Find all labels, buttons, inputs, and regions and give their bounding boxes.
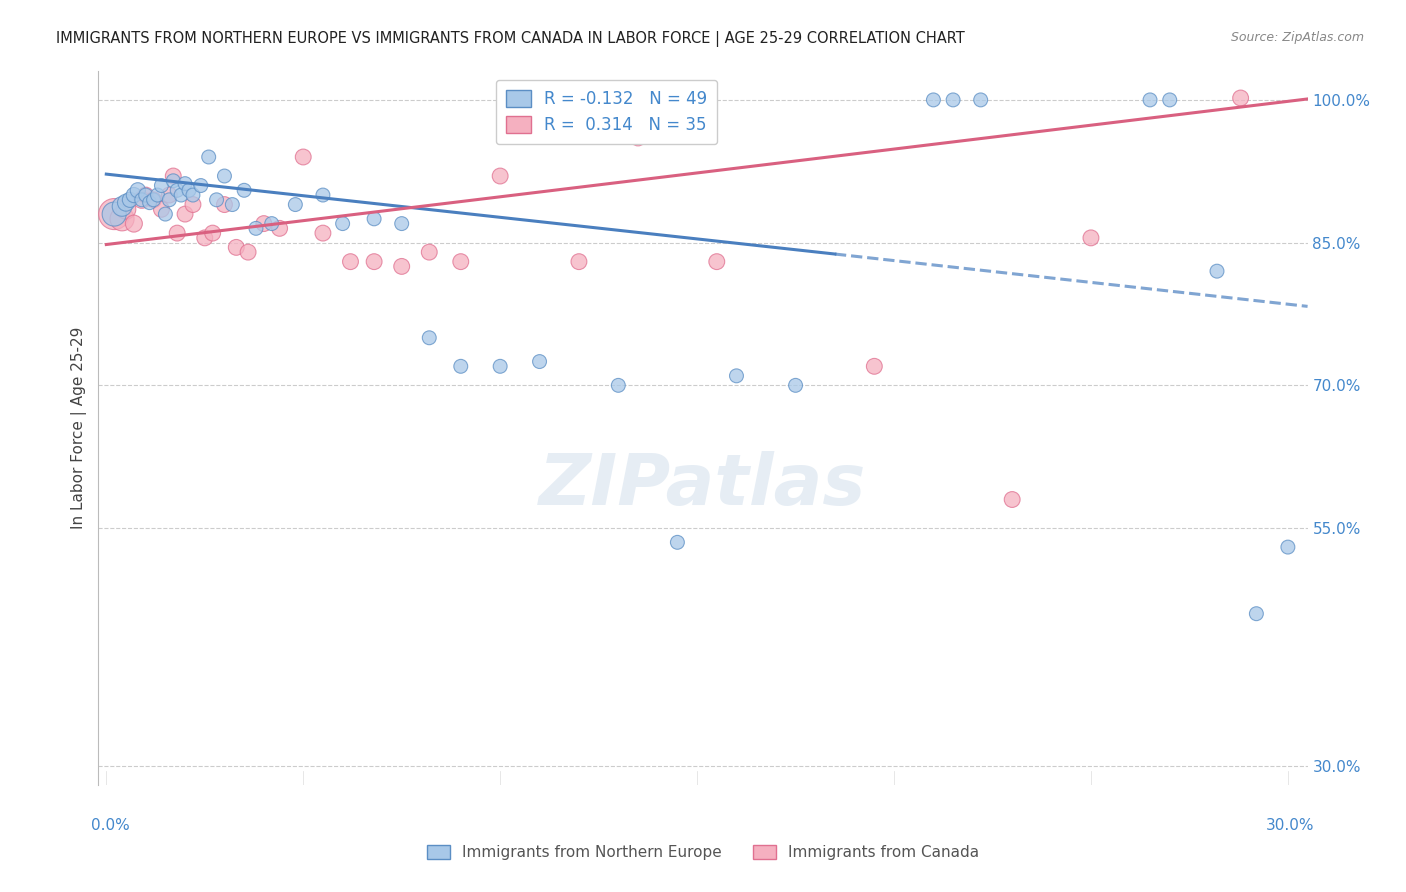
Point [221,197,243,211]
Point [568,254,591,268]
Point [150,178,173,193]
Point [162,169,184,183]
Point [174,207,197,221]
Point [969,93,991,107]
Point [190,178,212,193]
Point [489,359,512,374]
Point [135,188,157,202]
Point [1206,264,1229,278]
Point [157,193,180,207]
Point [131,193,153,207]
Point [666,535,689,549]
Point [292,150,315,164]
Point [205,193,228,207]
Point [236,245,259,260]
Point [111,211,134,226]
Point [450,359,472,374]
Point [339,254,361,268]
Point [150,202,173,217]
Point [155,207,177,221]
Point [942,93,965,107]
Point [284,197,307,211]
Point [122,188,145,202]
Point [118,193,141,207]
Point [131,193,153,207]
Point [706,254,728,268]
Point [863,359,886,374]
Point [489,169,512,183]
Point [122,217,145,231]
Point [135,188,157,202]
Point [363,254,385,268]
Point [138,195,160,210]
Point [312,188,335,202]
Point [1001,492,1024,507]
Point [162,174,184,188]
Point [142,193,165,207]
Point [1277,540,1299,554]
Text: 0.0%: 0.0% [91,818,131,832]
Point [785,378,807,392]
Point [627,131,650,145]
Point [174,177,197,191]
Y-axis label: In Labor Force | Age 25-29: In Labor Force | Age 25-29 [72,327,87,529]
Text: ZIPatlas: ZIPatlas [540,450,866,520]
Point [269,221,291,235]
Legend: R = -0.132   N = 49, R =  0.314   N = 35: R = -0.132 N = 49, R = 0.314 N = 35 [495,79,717,145]
Point [607,378,630,392]
Point [529,354,551,368]
Point [157,188,180,202]
Point [391,217,413,231]
Point [127,183,149,197]
Point [312,226,335,240]
Point [166,183,188,197]
Point [391,260,413,274]
Text: IMMIGRANTS FROM NORTHERN EUROPE VS IMMIGRANTS FROM CANADA IN LABOR FORCE | AGE 2: IMMIGRANTS FROM NORTHERN EUROPE VS IMMIG… [56,31,965,47]
Point [214,197,236,211]
Point [233,183,256,197]
Point [225,240,247,254]
Point [418,245,440,260]
Point [1229,91,1251,105]
Point [142,193,165,207]
Point [725,368,748,383]
Point [115,202,138,217]
Point [214,169,236,183]
Legend: Immigrants from Northern Europe, Immigrants from Canada: Immigrants from Northern Europe, Immigra… [420,839,986,866]
Point [103,207,125,221]
Point [253,217,276,231]
Point [166,226,188,240]
Point [181,188,204,202]
Point [194,231,217,245]
Point [103,207,125,221]
Point [197,150,219,164]
Point [115,195,138,210]
Point [1139,93,1161,107]
Point [332,217,354,231]
Point [111,199,134,213]
Point [201,226,224,240]
Text: Source: ZipAtlas.com: Source: ZipAtlas.com [1230,31,1364,45]
Point [1246,607,1268,621]
Point [177,183,200,197]
Point [245,221,267,235]
Point [170,188,193,202]
Point [922,93,945,107]
Point [1159,93,1181,107]
Point [260,217,283,231]
Point [363,211,385,226]
Point [181,197,204,211]
Point [418,331,440,345]
Point [1080,231,1102,245]
Text: 30.0%: 30.0% [1267,818,1315,832]
Point [450,254,472,268]
Point [146,188,169,202]
